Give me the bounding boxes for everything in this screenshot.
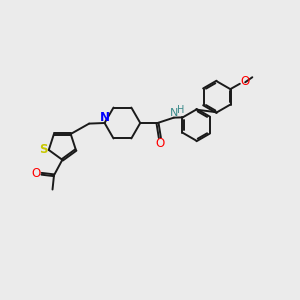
Text: S: S <box>39 143 48 157</box>
Text: O: O <box>241 75 250 88</box>
Text: O: O <box>32 167 41 180</box>
Text: N: N <box>100 111 110 124</box>
Text: N: N <box>170 108 178 118</box>
Text: H: H <box>177 105 184 115</box>
Text: O: O <box>155 137 164 150</box>
